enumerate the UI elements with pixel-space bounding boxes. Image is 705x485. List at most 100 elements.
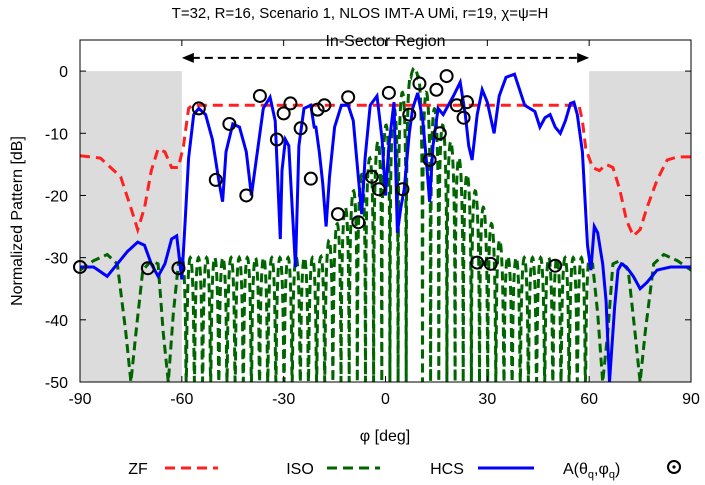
- in-sector-label: In-Sector Region: [325, 33, 445, 50]
- in-sector-arrowhead-right: [577, 52, 590, 63]
- sample-marker: [402, 107, 417, 122]
- legend-marker-symbol: [667, 460, 681, 474]
- legend-hcs-label: HCS: [430, 461, 464, 478]
- y-tick-label: -20: [45, 188, 68, 205]
- sample-marker: [140, 261, 155, 276]
- sample-marker: [208, 172, 223, 187]
- sample-marker: [269, 132, 284, 147]
- series-clip-group: [80, 66, 691, 382]
- sample-marker-ring: [303, 171, 318, 186]
- series-zf-line: [80, 103, 691, 239]
- sample-marker: [432, 126, 447, 141]
- legend-zf-label: ZF: [128, 461, 148, 478]
- sample-marker: [470, 255, 485, 270]
- sample-marker: [303, 171, 318, 186]
- sample-marker: [171, 261, 186, 276]
- sample-marker: [439, 69, 454, 84]
- legend-marker-label-mid: ,φ: [594, 461, 609, 478]
- axis-ticks: -90 -60 -30 0 30 60 90 -50 -40 -30 -20 -10 0: [45, 40, 700, 408]
- sample-marker-ring: [456, 110, 471, 125]
- sample-marker-ring: [351, 215, 366, 230]
- sample-marker-ring: [330, 207, 345, 222]
- sample-marker: [456, 110, 471, 125]
- sample-marker-ring: [341, 90, 356, 105]
- legend-marker-dot: [672, 465, 676, 469]
- x-tick-label: 90: [682, 391, 700, 408]
- sample-marker: [429, 82, 444, 97]
- sample-marker-ring: [276, 106, 291, 121]
- sample-marker-ring: [171, 261, 186, 276]
- sample-marker: [371, 182, 386, 197]
- y-tick-label: -50: [45, 375, 68, 392]
- sample-marker-ring: [317, 98, 332, 113]
- sample-marker: [364, 169, 379, 184]
- sample-marker-ring: [470, 255, 485, 270]
- sample-marker-ring: [483, 256, 498, 271]
- sample-marker-ring: [381, 85, 396, 100]
- sample-marker-ring: [140, 261, 155, 276]
- sample-marker-ring: [364, 169, 379, 184]
- sample-marker: [317, 98, 332, 113]
- sample-marker-ring: [371, 182, 386, 197]
- sample-marker: [283, 96, 298, 111]
- sample-marker-ring: [191, 101, 206, 116]
- sample-marker: [341, 90, 356, 105]
- shaded-region-2: [589, 71, 691, 382]
- sample-marker: [422, 153, 437, 168]
- sample-marker-ring: [439, 69, 454, 84]
- sample-marker-ring: [395, 182, 410, 197]
- sample-marker: [395, 182, 410, 197]
- legend: ZF ISO HCS A(θq,φq): [128, 460, 681, 481]
- sample-marker-ring: [422, 153, 437, 168]
- sample-marker-ring: [412, 76, 427, 91]
- sample-marker-ring: [548, 258, 563, 273]
- sample-marker-ring: [269, 132, 284, 147]
- sample-marker: [293, 121, 308, 136]
- sample-marker: [222, 116, 237, 131]
- sample-marker: [330, 207, 345, 222]
- x-tick-label: -60: [170, 391, 193, 408]
- shaded-region-1: [80, 71, 182, 382]
- sample-marker-ring: [402, 107, 417, 122]
- in-sector-arrowhead-left: [181, 52, 194, 63]
- y-tick-label: -40: [45, 313, 68, 330]
- sample-marker-ring: [293, 121, 308, 136]
- legend-marker-label-main: A(θ: [563, 461, 588, 478]
- sample-marker-ring: [208, 172, 223, 187]
- sample-marker: [381, 85, 396, 100]
- x-axis-label: φ [deg]: [360, 428, 410, 445]
- legend-marker-label-sub1: q: [588, 469, 594, 481]
- sample-marker: [239, 188, 254, 203]
- sample-marker: [459, 95, 474, 110]
- sample-marker-ring: [239, 188, 254, 203]
- sample-marker-ring: [222, 116, 237, 131]
- chart-title: T=32, R=16, Scenario 1, NLOS IMT-A UMi, …: [172, 5, 549, 22]
- legend-iso-label: ISO: [286, 461, 314, 478]
- x-tick-label: -90: [68, 391, 91, 408]
- x-tick-label: 30: [478, 391, 496, 408]
- sample-marker-ring: [283, 96, 298, 111]
- sample-marker-ring: [252, 88, 267, 103]
- sample-marker: [252, 88, 267, 103]
- sample-marker: [548, 258, 563, 273]
- x-tick-label: -30: [272, 391, 295, 408]
- sample-marker: [191, 101, 206, 116]
- y-tick-label: -30: [45, 251, 68, 268]
- sample-marker: [483, 256, 498, 271]
- y-axis-label: Normalized Pattern [dB]: [9, 136, 26, 306]
- legend-marker-label-end: ): [615, 461, 620, 478]
- series-iso-line: [80, 66, 691, 382]
- y-tick-label: -10: [45, 126, 68, 143]
- x-tick-label: 0: [381, 391, 390, 408]
- sample-marker: [351, 215, 366, 230]
- legend-marker-label-sub2: q: [609, 469, 615, 481]
- series-layer: [80, 66, 691, 382]
- shaded-regions: [80, 71, 691, 382]
- sample-marker-ring: [432, 126, 447, 141]
- sample-marker: [412, 76, 427, 91]
- legend-marker-label: A(θq,φq): [563, 461, 620, 481]
- sample-marker-ring: [459, 95, 474, 110]
- sample-marker: [276, 106, 291, 121]
- x-tick-label: 60: [580, 391, 598, 408]
